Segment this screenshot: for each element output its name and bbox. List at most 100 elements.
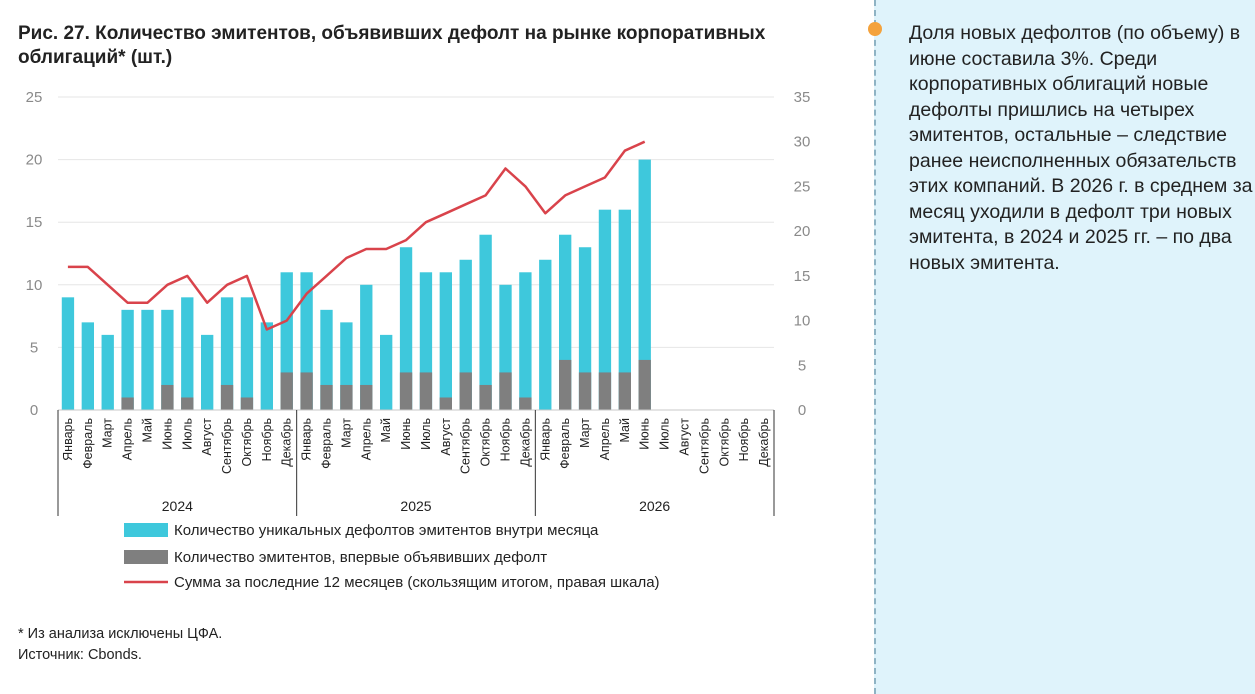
month-label: Январь — [538, 418, 552, 461]
grid — [58, 96, 774, 348]
bar-unique-defaults — [439, 272, 452, 410]
year-label: 2025 — [400, 498, 431, 514]
month-label: Август — [200, 418, 214, 456]
sum-12m-line — [67, 140, 646, 331]
month-label: Декабрь — [518, 418, 532, 467]
right-tick-label: 20 — [794, 223, 811, 240]
bar-new-defaults — [578, 372, 592, 410]
bar-new-defaults — [280, 372, 293, 410]
month-label: Апрель — [598, 418, 612, 460]
bar-unique-defaults — [360, 284, 373, 410]
month-label: Ноябрь — [499, 418, 513, 461]
bar-unique-defaults — [181, 297, 194, 410]
sum-line — [67, 140, 646, 331]
bar-new-defaults — [618, 372, 631, 410]
bar-new-defaults — [161, 384, 174, 410]
legend-swatch-new — [124, 550, 168, 564]
month-label: Январь — [300, 418, 314, 461]
month-label: Март — [339, 418, 353, 448]
bar-new-defaults — [479, 384, 492, 410]
bar-unique-defaults — [121, 309, 134, 410]
right-tick-label: 15 — [794, 268, 811, 285]
left-tick-label: 5 — [30, 339, 38, 356]
month-label: Сентябрь — [697, 418, 711, 474]
bar-unique-defaults — [380, 334, 393, 410]
month-label: Июнь — [638, 418, 652, 450]
bar-unique-defaults — [201, 334, 214, 410]
right-tick-label: 5 — [798, 357, 806, 374]
bar-unique-defaults — [101, 334, 114, 410]
month-label: Октябрь — [717, 418, 731, 466]
bar-unique-defaults — [598, 209, 612, 410]
month-label: Февраль — [320, 418, 334, 469]
bar-new-defaults — [519, 397, 532, 410]
bar-unique-defaults — [260, 322, 273, 410]
month-label: Сентябрь — [220, 418, 234, 474]
bar-unique-defaults — [578, 247, 592, 410]
month-label: Август — [678, 418, 692, 456]
legend-label: Количество уникальных дефолтов эмитентов… — [174, 522, 599, 539]
left-tick-label: 20 — [26, 152, 43, 169]
bar-unique-defaults — [61, 297, 75, 410]
left-tick-label: 0 — [30, 402, 38, 419]
month-label: Июль — [658, 418, 672, 450]
bar-unique-defaults — [519, 272, 532, 410]
footnote-block: * Из анализа исключены ЦФА. Источник: Cb… — [18, 624, 222, 666]
month-label: Июль — [419, 418, 433, 450]
left-tick-label: 10 — [26, 277, 43, 294]
bar-new-defaults — [320, 384, 333, 410]
month-label: Июнь — [160, 418, 174, 450]
bars — [61, 159, 651, 410]
bar-new-defaults — [598, 372, 612, 410]
month-label: Октябрь — [479, 418, 493, 466]
legend-swatch-unique — [124, 523, 168, 537]
month-label: Сентябрь — [459, 418, 473, 474]
legend-label: Сумма за последние 12 месяцев (скользящи… — [174, 574, 660, 591]
month-label: Июнь — [399, 418, 413, 450]
bar-unique-defaults — [539, 259, 552, 410]
month-label: Февраль — [558, 418, 572, 469]
month-label: Май — [618, 418, 632, 443]
month-label: Март — [101, 418, 115, 448]
bar-unique-defaults — [220, 297, 234, 410]
bar-new-defaults — [499, 372, 512, 410]
year-label: 2024 — [162, 498, 193, 514]
month-label: Декабрь — [757, 418, 771, 467]
bar-new-defaults — [638, 359, 651, 410]
month-label: Октябрь — [240, 418, 254, 466]
bar-unique-defaults — [479, 234, 492, 410]
chart-title: Рис. 27. Количество эмитентов, объявивши… — [18, 23, 766, 68]
month-label: Декабрь — [280, 418, 294, 467]
bar-new-defaults — [220, 384, 234, 410]
month-label: Ноябрь — [737, 418, 751, 461]
bar-unique-defaults — [240, 297, 254, 410]
bar-new-defaults — [399, 372, 413, 410]
year-label: 2026 — [639, 498, 670, 514]
bar-new-defaults — [459, 372, 472, 410]
bar-unique-defaults — [618, 209, 631, 410]
bar-new-defaults — [559, 359, 572, 410]
bar-unique-defaults — [81, 322, 94, 410]
left-tick-label: 15 — [26, 214, 43, 231]
month-label: Май — [379, 418, 393, 443]
bar-new-defaults — [240, 397, 254, 410]
bar-new-defaults — [360, 384, 373, 410]
month-label: Апрель — [359, 418, 373, 460]
legend: Количество уникальных дефолтов эмитентов… — [124, 522, 660, 591]
bar-unique-defaults — [399, 247, 413, 410]
right-tick-label: 10 — [794, 313, 811, 330]
legend-label: Количество эмитентов, впервые объявивших… — [174, 549, 547, 566]
bullet-dot-icon — [868, 22, 882, 36]
month-label: Июль — [180, 418, 194, 450]
left-axis: 0 5 10 15 20 25 — [26, 89, 43, 419]
month-label: Апрель — [121, 418, 135, 460]
right-tick-label: 25 — [794, 178, 811, 195]
month-label: Февраль — [81, 418, 95, 469]
right-tick-label: 0 — [798, 402, 806, 419]
footnote: * Из анализа исключены ЦФА. — [18, 626, 223, 642]
bar-unique-defaults — [141, 309, 154, 410]
bar-unique-defaults — [638, 159, 651, 410]
right-tick-label: 35 — [794, 89, 811, 106]
bar-new-defaults — [439, 397, 452, 410]
